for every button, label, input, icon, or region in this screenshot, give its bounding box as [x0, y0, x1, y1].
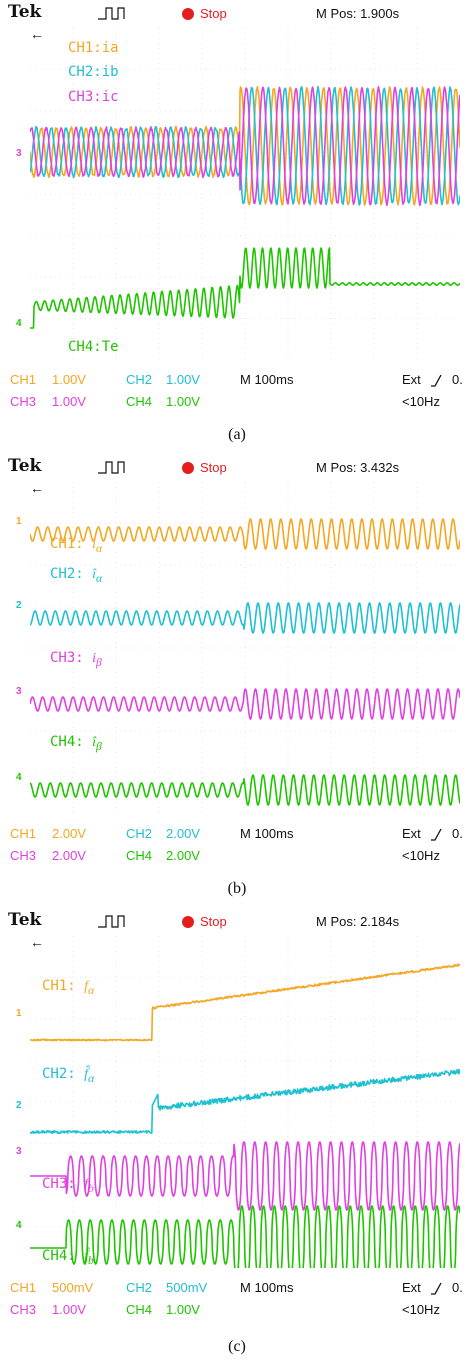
scope-screen: Tek Stop M Pos: 2.184s ← 1 2 3 4 CH1: fα…	[0, 908, 474, 1328]
ch3-text: CH3	[10, 848, 36, 863]
ch1-scale: 2.00V	[52, 826, 86, 841]
slope-rising-icon	[430, 828, 444, 841]
channel-indicator-2: 2	[16, 600, 22, 611]
trace-ch1	[30, 964, 460, 1040]
ch1-label: CH1: fα	[42, 978, 94, 997]
channel-indicator-1: 1	[16, 516, 22, 527]
ch2-scale: 500mV	[166, 1280, 207, 1295]
trigger-source: Ext	[402, 826, 421, 841]
ch2-scale: 1.00V	[166, 372, 200, 387]
channel-indicator-1: 1	[16, 1008, 22, 1019]
channel-indicator-2: 2	[16, 1100, 22, 1111]
channel-indicator-3: 3	[16, 148, 22, 159]
ch1-scale: 500mV	[52, 1280, 93, 1295]
run-stop-dot-icon	[182, 462, 194, 474]
trigger-pulse-icon	[98, 914, 128, 930]
ch4-text: CH4	[126, 394, 152, 409]
ch1-scale: 1.00V	[52, 372, 86, 387]
ch4-text: CH4	[126, 1302, 152, 1317]
figure-caption: (b)	[0, 880, 474, 898]
ch2-text: CH2	[126, 372, 152, 387]
ch4-scale: 2.00V	[166, 848, 200, 863]
trigger-freq: <10Hz	[402, 848, 440, 863]
scope-header: Tek Stop M Pos: 1.900s	[0, 0, 474, 26]
trace-ch4	[30, 775, 460, 805]
run-status: Stop	[200, 6, 227, 21]
scope-panel-a: Tek Stop M Pos: 1.900s ← 3 4 CH1:ia CH2:…	[0, 0, 474, 448]
ch3-text: CH3	[10, 394, 36, 409]
scope-panel-b: Tek Stop M Pos: 3.432s ← 1 2 3 4 CH1: iα…	[0, 454, 474, 902]
ch3-label: CH3: fb	[42, 1176, 94, 1195]
run-status: Stop	[200, 914, 227, 929]
channel-indicator-4: 4	[16, 772, 22, 783]
channel-indicator-4: 4	[16, 1220, 22, 1231]
trace-ch3	[30, 689, 460, 719]
scope-panel-c: Tek Stop M Pos: 2.184s ← 1 2 3 4 CH1: fα…	[0, 908, 474, 1363]
figure-caption: (a)	[0, 426, 474, 444]
ch2-text: CH2	[126, 826, 152, 841]
ch2-label: CH2: f̂α	[42, 1066, 94, 1085]
scope-header: Tek Stop M Pos: 2.184s	[0, 908, 474, 934]
waveform-display	[30, 482, 460, 814]
trigger-pulse-icon	[98, 6, 128, 22]
ch1-text: CH1	[10, 1280, 36, 1295]
figure-caption: (c)	[0, 1338, 474, 1356]
caption-c: (c)	[228, 1338, 246, 1355]
channel-indicator-3: 3	[16, 1146, 22, 1157]
ch4-text: CH4	[126, 848, 152, 863]
m-position: M Pos: 1.900s	[316, 6, 399, 21]
ch3-scale: 1.00V	[52, 1302, 86, 1317]
scope-screen: Tek Stop M Pos: 1.900s ← 3 4 CH1:ia CH2:…	[0, 0, 474, 420]
trigger-level: 0.	[452, 372, 463, 387]
ch3-text: CH3	[10, 1302, 36, 1317]
ch4-label: CH4: îβ	[50, 734, 102, 753]
ch4-scale: 1.00V	[166, 1302, 200, 1317]
m-position: M Pos: 3.432s	[316, 460, 399, 475]
channel-indicator-3: 3	[16, 686, 22, 697]
trigger-source: Ext	[402, 1280, 421, 1295]
channel-indicator-4: 4	[16, 318, 22, 329]
ch4-label: CH4:Te	[68, 339, 119, 355]
timebase: M 100ms	[240, 826, 293, 841]
ch1-text: CH1	[10, 372, 36, 387]
brand-logo: Tek	[8, 910, 41, 930]
run-status: Stop	[200, 460, 227, 475]
ch1-label: CH1: iα	[50, 536, 102, 555]
trigger-source: Ext	[402, 372, 421, 387]
scope-header: Tek Stop M Pos: 3.432s	[0, 454, 474, 480]
ch3-scale: 2.00V	[52, 848, 86, 863]
trigger-level: 0.	[452, 1280, 463, 1295]
scope-screen: Tek Stop M Pos: 3.432s ← 1 2 3 4 CH1: iα…	[0, 454, 474, 874]
ch3-label: CH3: iβ	[50, 650, 102, 669]
ch3-label: CH3:ic	[68, 89, 119, 105]
trigger-freq: <10Hz	[402, 394, 440, 409]
ch4-scale: 1.00V	[166, 394, 200, 409]
brand-logo: Tek	[8, 456, 41, 476]
m-position: M Pos: 2.184s	[316, 914, 399, 929]
run-stop-dot-icon	[182, 916, 194, 928]
ch1-text: CH1	[10, 826, 36, 841]
brand-logo: Tek	[8, 2, 41, 22]
trace-ch4	[30, 1206, 460, 1268]
slope-rising-icon	[430, 1282, 444, 1295]
ch2-label: CH2: îα	[50, 566, 102, 585]
trigger-level: 0.	[452, 826, 463, 841]
caption-b: (b)	[228, 880, 247, 897]
timebase: M 100ms	[240, 1280, 293, 1295]
trigger-freq: <10Hz	[402, 1302, 440, 1317]
caption-a: (a)	[228, 426, 246, 443]
waveform-display	[30, 936, 460, 1268]
trigger-pulse-icon	[98, 460, 128, 476]
ch2-text: CH2	[126, 1280, 152, 1295]
ch1-label: CH1:ia	[68, 40, 119, 56]
slope-rising-icon	[430, 374, 444, 387]
ch4-label: CH4: f̂b	[42, 1248, 94, 1267]
ch2-label: CH2:ib	[68, 64, 119, 80]
run-stop-dot-icon	[182, 8, 194, 20]
ch2-scale: 2.00V	[166, 826, 200, 841]
timebase: M 100ms	[240, 372, 293, 387]
ch3-scale: 1.00V	[52, 394, 86, 409]
